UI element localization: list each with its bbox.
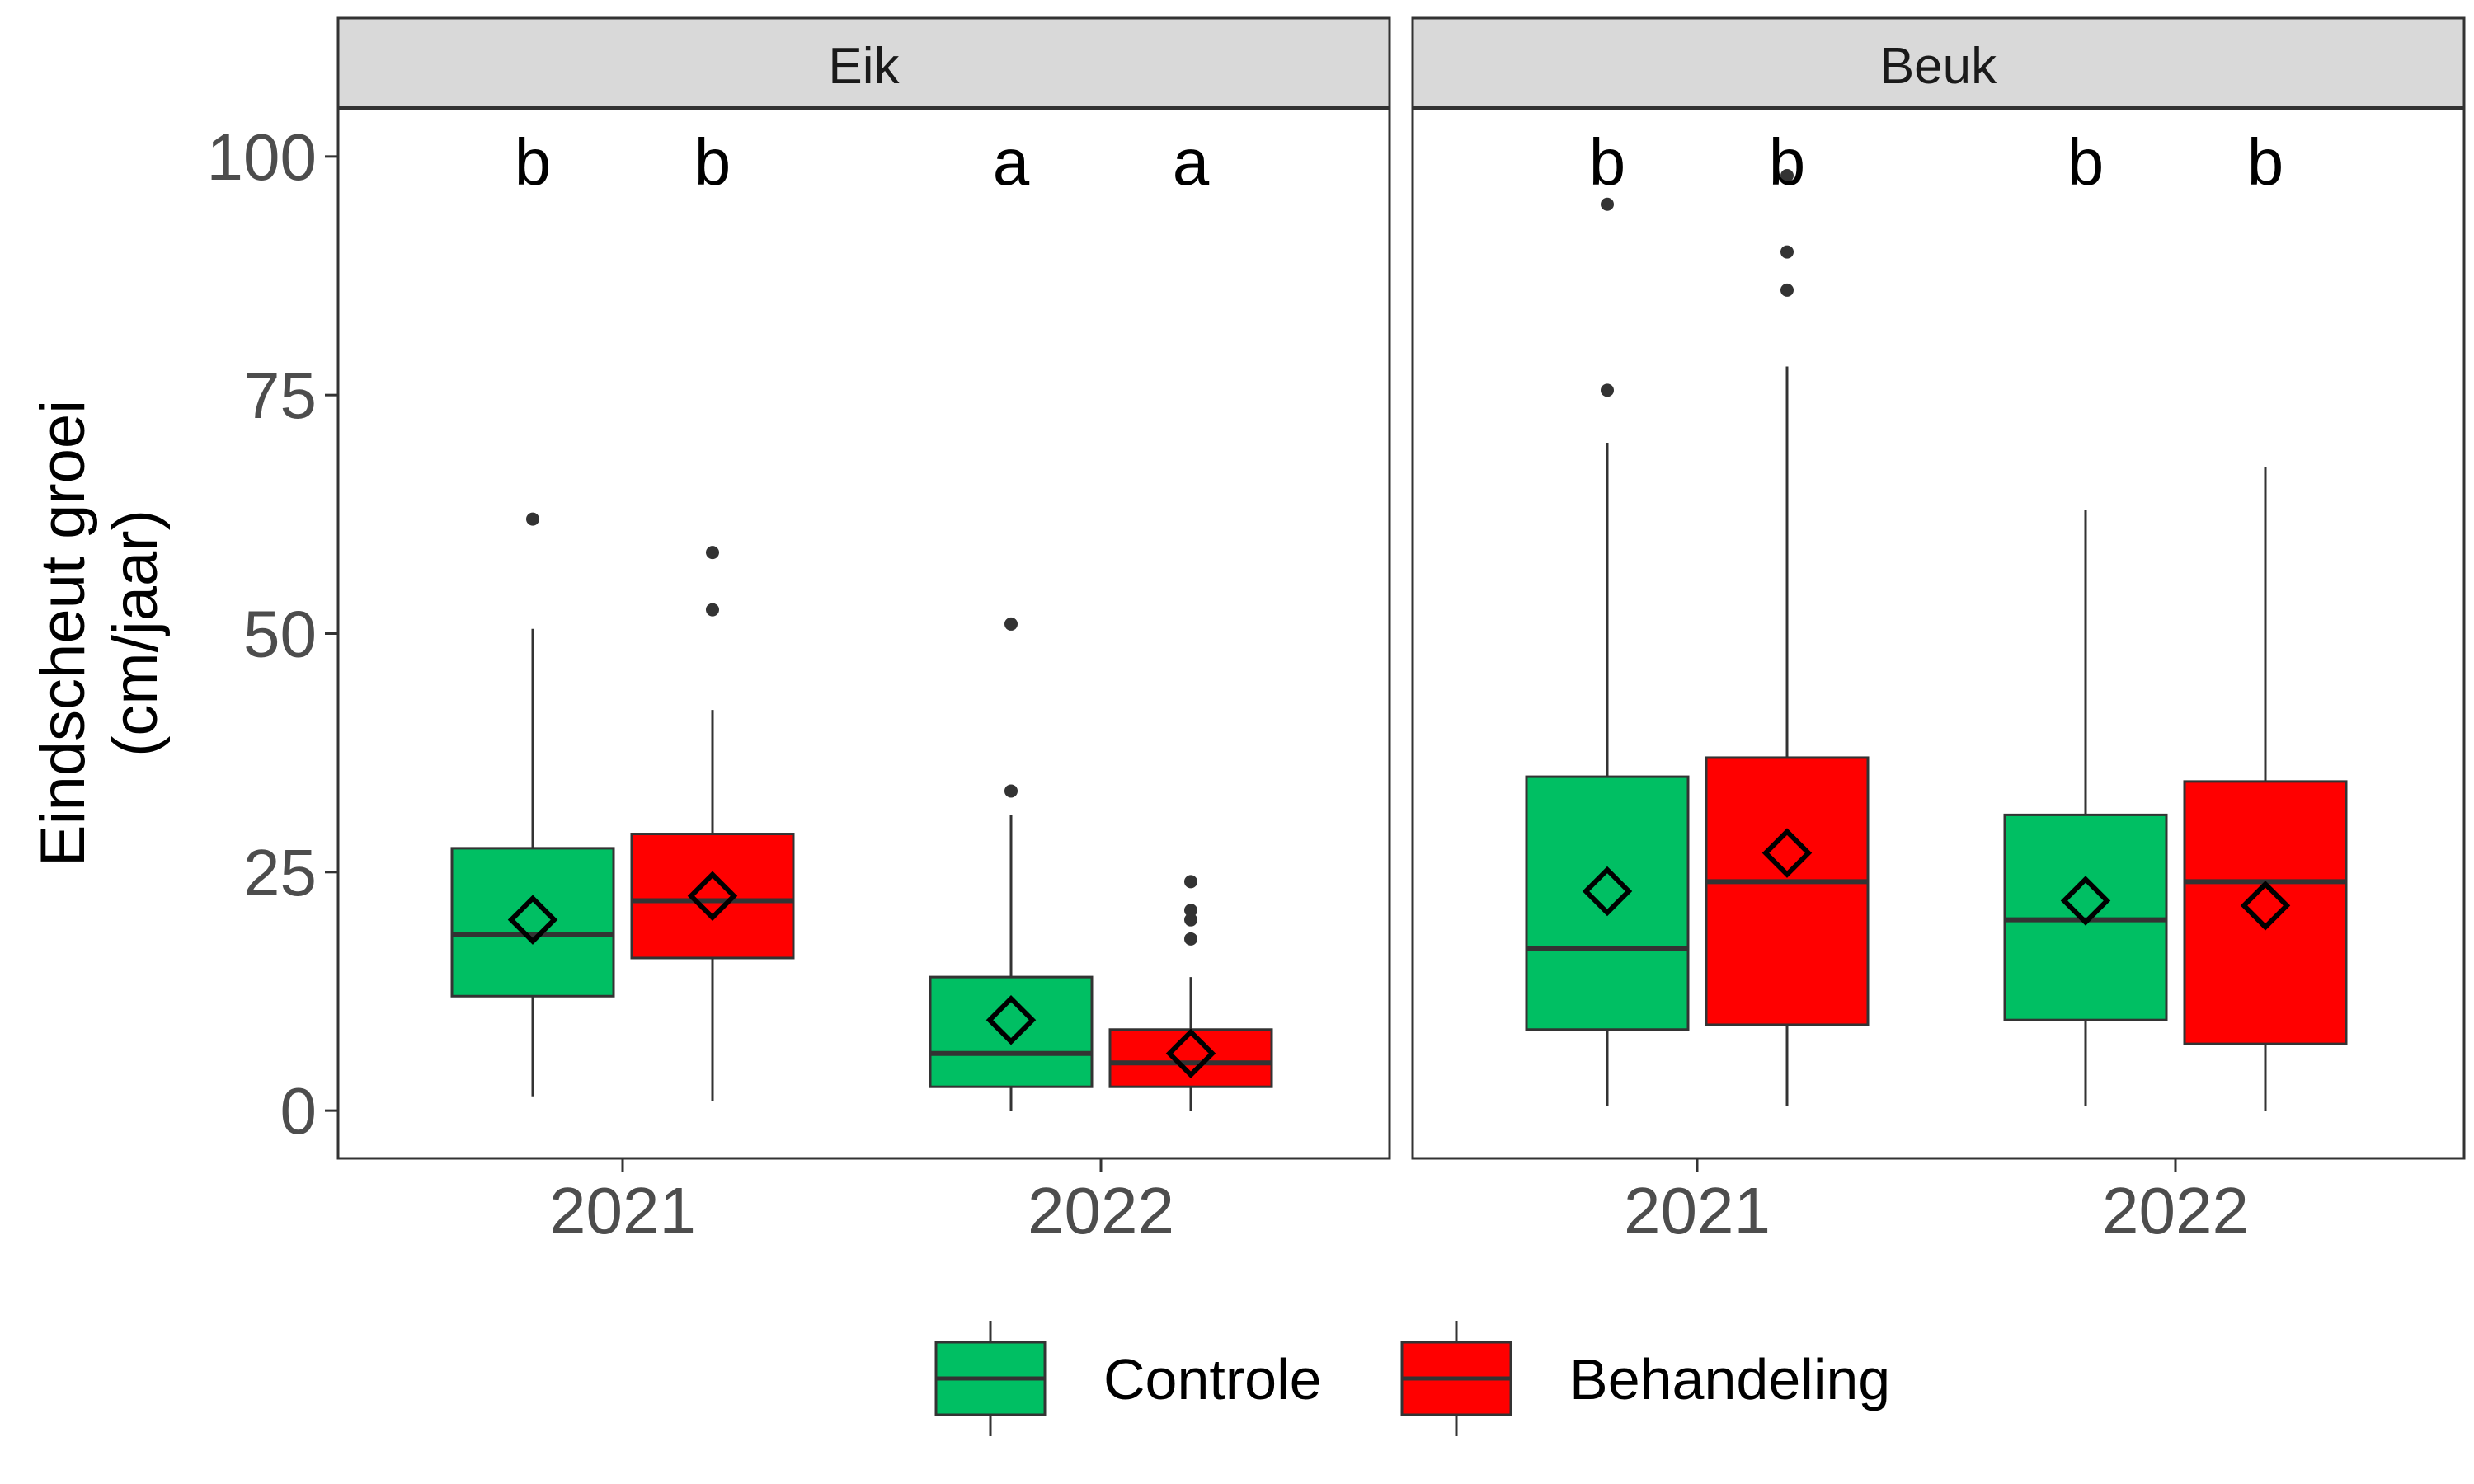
outlier-point [1780,245,1794,259]
y-tick-label: 100 [207,120,317,194]
box-body [450,847,615,998]
outlier-point [706,546,719,560]
box-2021-behandeling: b [630,125,795,1101]
box-2021-controle: b [1525,125,1690,1106]
mean-marker [2060,876,2111,926]
outlier-point [526,512,539,526]
y-axis-title: Eindscheut groei (cm/jaar) [28,400,171,866]
mean-marker [1761,828,1813,878]
mean-marker [1582,866,1633,917]
mean-marker [1165,1028,1216,1078]
y-tick-label: 75 [243,359,317,432]
y-tick-label: 0 [280,1074,317,1148]
significance-letter: b [1769,125,1806,199]
y-axis-title-line: Eindscheut groei [28,400,98,866]
legend-entry-behandeling: Behandeling [1400,1321,1890,1436]
y-tick-label: 25 [243,836,317,909]
outlier-point [1601,197,1614,211]
box-body [2183,780,2348,1045]
significance-letter: b [694,125,731,199]
facet-strip-label: Eik [828,38,900,95]
legend: Controle Behandeling [934,1321,1890,1436]
box-2022-behandeling: a [1108,125,1273,1111]
significance-letter: b [1589,125,1626,199]
box-body [1525,775,1690,1031]
outlier-point [1184,932,1197,946]
y-axis: 0 25 50 75 100 [207,120,338,1148]
x-tick-label: 2021 [1624,1174,1771,1247]
outlier-point [1184,904,1197,918]
x-tick-label: 2022 [1028,1174,1174,1247]
outlier-point [1184,913,1197,927]
significance-letter: b [2247,125,2284,199]
mean-marker [507,895,558,945]
significance-letter: b [515,125,552,199]
outlier-point [1780,169,1794,183]
box-2022-controle: b [2003,125,2168,1106]
significance-letter: b [2067,125,2105,199]
y-tick-label: 50 [243,598,317,671]
facet-strip [1411,16,2466,109]
facet-panel-eik: Eik 2021 2022 b b a a [336,16,1391,1247]
legend-entry-controle: Controle [934,1321,1322,1436]
outlier-point [1780,283,1794,297]
outlier-point [706,603,719,617]
y-axis-title-line: (cm/jaar) [101,510,171,757]
box-2022-controle: a [929,125,1094,1111]
significance-letter: a [993,125,1030,199]
facet-panels: Eik 2021 2022 b b a a Beuk 2021 2022 b b b b [336,16,2466,1247]
mean-marker [2240,881,2291,931]
outlier-point [1601,383,1614,397]
facet-strip [336,16,1391,109]
significance-letter: a [1173,125,1210,199]
panel-border [336,107,1391,1160]
x-tick-label: 2021 [549,1174,696,1247]
legend-label: Behandeling [1569,1347,1890,1411]
facet-strip-label: Beuk [1880,38,1997,95]
box-body [1705,756,1870,1026]
legend-label: Controle [1103,1347,1322,1411]
outlier-point [1184,875,1197,889]
box-2021-behandeling: b [1705,125,1870,1106]
box-body [929,975,1094,1088]
box-2022-behandeling: b [2183,125,2348,1111]
mean-marker [985,994,1037,1045]
mean-marker [687,871,738,921]
outlier-point [1004,617,1018,631]
y-axis-label: Eindscheut groei (cm/jaar) [28,400,171,866]
x-tick-label: 2022 [2102,1174,2249,1247]
outlier-point [1004,784,1018,798]
facet-panel-beuk: Beuk 2021 2022 b b b b [1411,16,2466,1247]
box-body [630,833,795,960]
box-2021-controle: b [450,125,615,1097]
